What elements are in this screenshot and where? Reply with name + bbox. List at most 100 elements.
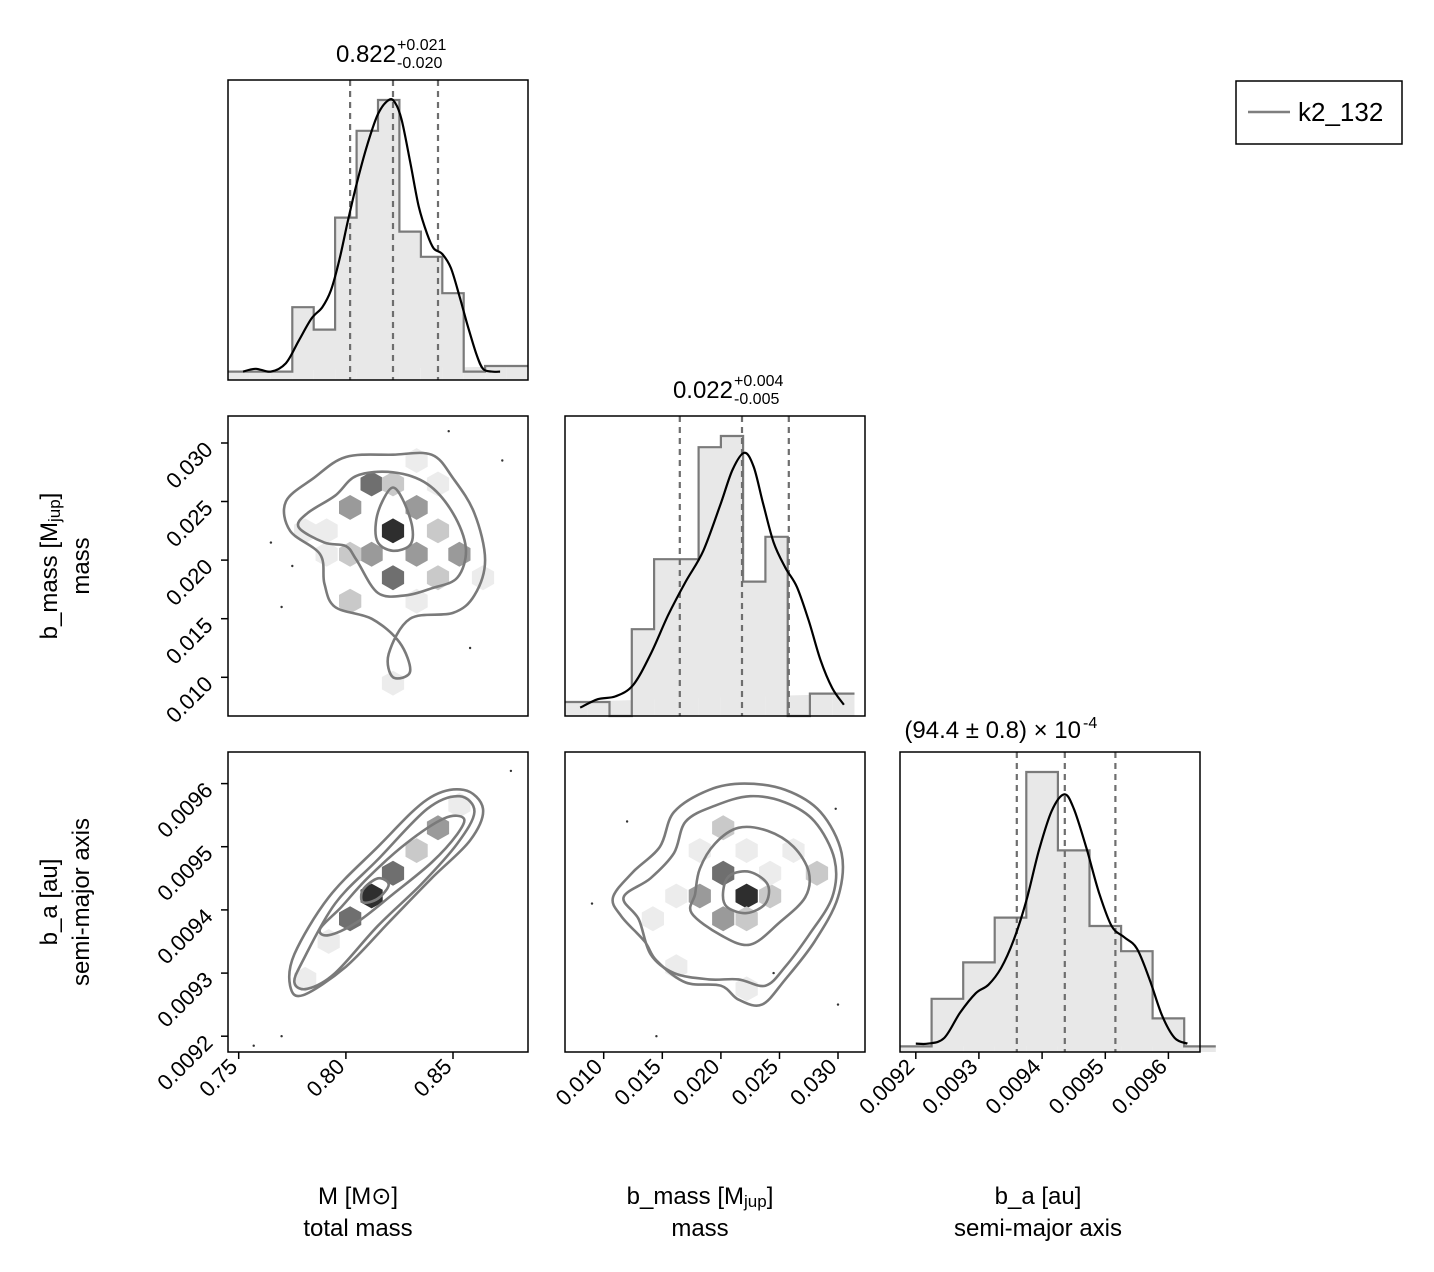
hex-cell-10 (782, 838, 805, 863)
hex-cell-3 (426, 815, 450, 841)
hex-cell-7 (294, 966, 317, 992)
hex-cell-2 (712, 906, 735, 932)
hex-cell-2 (405, 495, 428, 520)
hex-cell-7 (759, 860, 782, 886)
panel-frame-2-1 (564, 751, 866, 1053)
hex-cell-0 (381, 518, 405, 544)
summary-median-M: 0.822 (336, 41, 396, 68)
legend-label: k2_132 (1298, 97, 1383, 127)
hex-cell-11 (426, 471, 450, 497)
panel-frame-2-2 (899, 751, 1201, 1053)
panel-frame-0-0 (227, 79, 529, 381)
y-tick-label-b_a-1: 0.0093 (152, 967, 217, 1032)
sample-point-1 (625, 820, 629, 823)
hex-cell-1 (381, 860, 405, 886)
y-tick-label-b_mass-1: 0.015 (161, 613, 218, 670)
hist-bar-b_mass-0 (565, 702, 588, 716)
sample-point-3 (772, 971, 775, 975)
panel-frame-2-0 (227, 751, 529, 1053)
sample-point-2 (280, 605, 283, 609)
hex-cell-8 (665, 883, 688, 909)
contour-line-1 (318, 814, 466, 937)
y-tick-label-b_mass-3: 0.025 (161, 495, 218, 552)
summary-value-b_a: (94.4 ± 0.8) × 10 (904, 717, 1081, 744)
x-tick-label-b_mass-2: 0.020 (668, 1054, 725, 1111)
hist-bar-M-13 (506, 366, 528, 380)
kde-curve-b_mass (579, 451, 845, 709)
contour-line-1 (296, 470, 468, 598)
label-main: M [M⊙] (318, 1183, 398, 1210)
summary-exponent-b_a: -4 (1083, 715, 1097, 732)
y-tick-label-b_mass-4: 0.030 (161, 437, 218, 494)
kde-curve-M (242, 98, 501, 373)
hist-bar-M-0 (228, 371, 250, 380)
contour-line-0 (721, 870, 771, 915)
y-axis-sublabel-b_a: semi-major axis (68, 818, 95, 986)
hex-cell-13 (641, 906, 664, 932)
hex-cell-6 (712, 815, 735, 841)
x-tick-label-b_a-2: 0.0094 (980, 1054, 1045, 1119)
panel-frame-1-0 (227, 415, 529, 717)
summary-plus-b_mass: +0.004 (734, 373, 783, 390)
hist-bar-b_a-0 (900, 1046, 932, 1052)
x-axis-sublabel-b_a: semi-major axis (954, 1215, 1122, 1242)
panel-frame-1-1 (564, 415, 866, 717)
sample-point-1 (291, 564, 294, 568)
hex-cell-4 (405, 838, 428, 863)
text-layer: 0.822 +0.021-0.020 0.022 +0.004-0.005 (94.4 … (36, 37, 1172, 1242)
kde-curve-b_a (915, 793, 1188, 1046)
sample-point-4 (501, 459, 504, 462)
legend: k2_132 (1235, 80, 1403, 145)
y-tick-label-b_mass-0: 0.010 (161, 671, 218, 728)
hex-cell-4 (381, 471, 405, 497)
contour-line-0 (359, 876, 391, 905)
label-main: b_mass [M (36, 522, 63, 639)
panel-M-b_mass (269, 430, 504, 696)
contour-line-0 (374, 486, 415, 553)
hex-cell-15 (315, 541, 338, 567)
x-axis-sublabel-M: total mass (303, 1215, 412, 1242)
panel-b_mass-b_a (590, 782, 845, 1038)
hex-cell-12 (735, 838, 758, 863)
x-tick-label-b_mass-4: 0.030 (785, 1054, 842, 1111)
hex-cell-2 (339, 906, 362, 932)
x-tick-label-M-2: 0.85 (409, 1054, 457, 1102)
contour-line-1 (688, 825, 812, 947)
label-end: ] (767, 1183, 774, 1210)
label-main: b_a [au] (36, 859, 63, 946)
sample-point-3 (447, 430, 450, 433)
sample-point-2 (655, 1035, 658, 1038)
hex-cell-9 (381, 565, 405, 591)
x-tick-label-b_a-1: 0.0093 (917, 1054, 982, 1119)
hist-bar-b_mass-1 (587, 702, 610, 716)
label-main: b_mass [M (627, 1183, 744, 1210)
summary-median-b_mass: 0.022 (673, 377, 733, 404)
x-tick-label-b_mass-3: 0.025 (726, 1054, 783, 1111)
hex-cell-11 (805, 860, 829, 886)
hex-cell-1 (712, 860, 735, 886)
hex-cell-9 (688, 838, 711, 863)
hex-cell-1 (360, 471, 383, 497)
hex-cell-4 (759, 883, 782, 909)
panel-M-b_a (252, 769, 513, 1047)
contour-line-3 (287, 788, 485, 998)
sample-point-5 (836, 1003, 840, 1006)
x-axis-label-M: M [M⊙] (318, 1183, 398, 1210)
hex-cell-0 (735, 883, 758, 909)
sample-point-0 (252, 1044, 255, 1047)
x-tick-label-b_a-4: 0.0096 (1107, 1054, 1172, 1119)
summary-minus-b_mass: -0.005 (734, 391, 779, 408)
contour-line-3 (611, 782, 845, 1007)
summary-minus-M: -0.020 (397, 55, 442, 72)
hist-bar-M-1 (249, 371, 271, 380)
label-end: ] (36, 493, 63, 500)
x-tick-label-M-1: 0.80 (301, 1054, 349, 1102)
hex-cell-5 (405, 541, 428, 567)
sample-point-1 (280, 1035, 283, 1038)
x-tick-label-b_a-3: 0.0095 (1044, 1054, 1109, 1119)
frame-layer (221, 79, 1201, 1059)
hex-cell-16 (339, 588, 362, 614)
y-axis-label-b_a: b_a [au] (36, 859, 63, 946)
hex-cell-3 (688, 883, 711, 909)
contour-line-2 (622, 794, 838, 988)
